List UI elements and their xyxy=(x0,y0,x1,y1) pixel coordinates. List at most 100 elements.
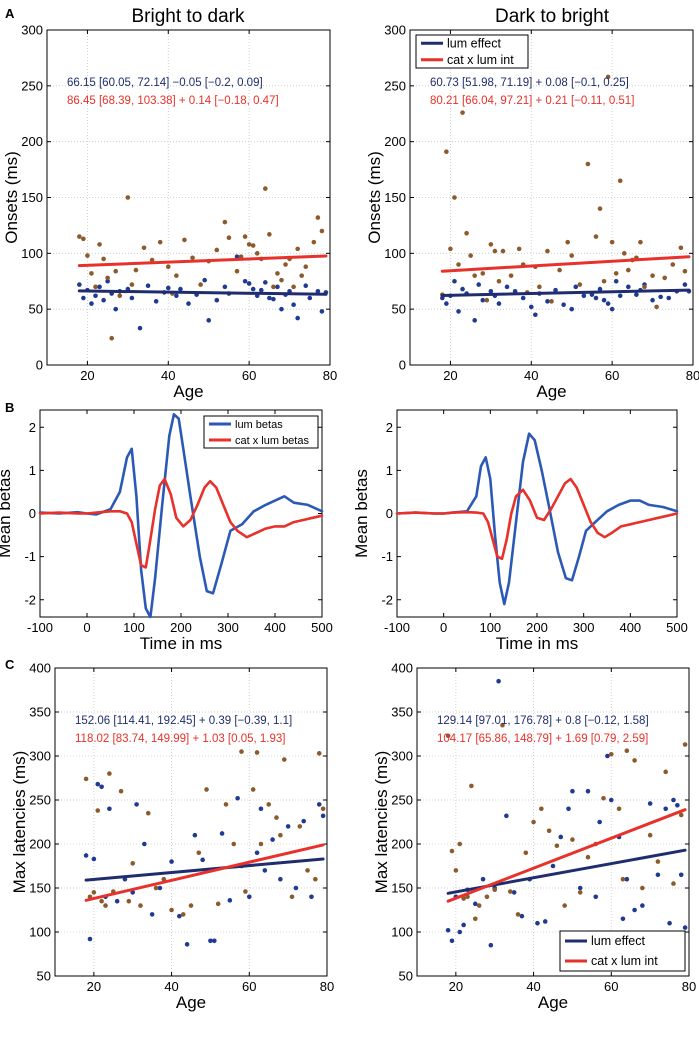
data-point xyxy=(515,912,521,917)
data-point xyxy=(480,876,486,882)
tick-label-x: 500 xyxy=(666,620,688,635)
data-point xyxy=(492,887,498,893)
tick-label-x: 200 xyxy=(526,620,548,635)
data-point xyxy=(577,885,583,891)
tick-label-x: 40 xyxy=(526,979,540,994)
data-point xyxy=(516,246,522,252)
data-point xyxy=(81,236,86,242)
data-point xyxy=(109,335,114,341)
tick-label-x: 20 xyxy=(449,979,463,994)
data-point xyxy=(212,938,217,944)
data-point xyxy=(570,837,575,842)
data-point xyxy=(267,232,272,237)
annotation-text: 86.45 [68.39, 103.38] + 0.14 [−0.18, 0.4… xyxy=(67,95,279,107)
data-point xyxy=(480,271,486,276)
data-point xyxy=(105,275,110,281)
data-point xyxy=(616,806,622,812)
data-point xyxy=(243,889,248,894)
data-point xyxy=(311,239,317,245)
data-point xyxy=(85,253,90,258)
data-point xyxy=(142,841,147,847)
data-point xyxy=(275,284,280,290)
data-point xyxy=(196,850,202,856)
data-point xyxy=(597,819,602,825)
annotation-text: 129.14 [97.01, 176.78] + 0.8 [−0.12, 1.5… xyxy=(437,715,649,727)
tick-label-x: 40 xyxy=(161,368,175,383)
legend: lum betas cat x lum betas xyxy=(203,415,319,449)
data-point xyxy=(468,253,473,258)
tick-label-y: 1 xyxy=(29,463,36,478)
data-point xyxy=(523,850,529,856)
data-point xyxy=(281,757,287,762)
data-point xyxy=(577,890,583,895)
chart-b-left: -100 0 100 200 300 400 500 -2 -1 0 1 2 Time in ms Mea… xyxy=(0,409,333,653)
data-point xyxy=(283,262,288,267)
data-point xyxy=(93,293,98,299)
axes-frame xyxy=(416,667,690,977)
x-axis-label: Age xyxy=(538,993,568,1012)
tick-label-y: 50 xyxy=(29,302,43,317)
data-point xyxy=(444,149,449,155)
tick-label-y: 200 xyxy=(21,134,43,149)
chart-a-right: 20 40 60 80 0 50 100 150 200 250 300 Age Onsets (ms)… xyxy=(365,23,699,402)
data-point xyxy=(303,264,309,270)
data-point xyxy=(313,876,318,882)
annotation-text: 66.15 [60.05, 72.14] −0.05 [−0.2, 0.09] xyxy=(67,77,263,89)
data-point xyxy=(184,942,190,947)
data-point xyxy=(569,306,575,312)
data-point xyxy=(266,802,272,807)
data-point xyxy=(662,275,667,281)
data-point xyxy=(278,876,283,882)
axes-frame xyxy=(54,667,328,977)
data-point xyxy=(682,742,688,747)
tick-label-y: 100 xyxy=(29,925,51,940)
data-point xyxy=(295,246,300,252)
tick-label-y: 2 xyxy=(29,420,36,435)
data-point xyxy=(632,758,637,763)
data-point xyxy=(223,802,229,807)
data-point xyxy=(182,237,187,243)
fit-line xyxy=(446,808,687,903)
data-point xyxy=(500,248,506,254)
tick-label-y: -2 xyxy=(381,592,393,607)
data-point xyxy=(133,267,139,273)
data-point xyxy=(206,318,212,323)
data-point xyxy=(553,287,558,293)
data-point xyxy=(528,304,534,310)
series-line xyxy=(395,477,679,561)
annotation-text: 60.73 [51.98, 71.19] + 0.08 [−0.1, 0.25] xyxy=(430,77,629,89)
data-point xyxy=(258,841,264,847)
x-axis-label: Age xyxy=(173,382,203,401)
data-point xyxy=(113,268,119,274)
tick-label-y: 350 xyxy=(391,705,413,720)
data-point xyxy=(519,913,525,919)
data-point xyxy=(476,282,482,287)
data-point xyxy=(601,278,607,284)
data-point xyxy=(617,293,623,299)
data-point xyxy=(101,297,106,303)
data-point xyxy=(293,885,299,891)
data-point xyxy=(597,286,603,292)
data-point xyxy=(91,890,97,895)
data-point xyxy=(452,195,457,200)
data-point xyxy=(496,301,502,306)
legend-label: lum effect xyxy=(447,36,501,50)
y-axis-label: Onsets (ms) xyxy=(365,151,384,244)
fit-line xyxy=(84,843,325,902)
data-point xyxy=(504,813,509,819)
data-point xyxy=(234,268,240,274)
data-point xyxy=(279,306,284,312)
data-point xyxy=(137,325,143,331)
data-point xyxy=(682,282,688,287)
data-point xyxy=(180,912,186,917)
data-point xyxy=(460,110,465,115)
tick-label-y: 0 xyxy=(29,506,36,521)
data-point xyxy=(601,297,607,303)
data-point xyxy=(663,769,668,775)
data-point xyxy=(145,810,151,816)
data-point xyxy=(682,268,688,274)
data-point xyxy=(165,264,171,270)
fit-line xyxy=(77,254,328,268)
data-point xyxy=(605,74,611,80)
tick-label-x: 100 xyxy=(479,620,501,635)
